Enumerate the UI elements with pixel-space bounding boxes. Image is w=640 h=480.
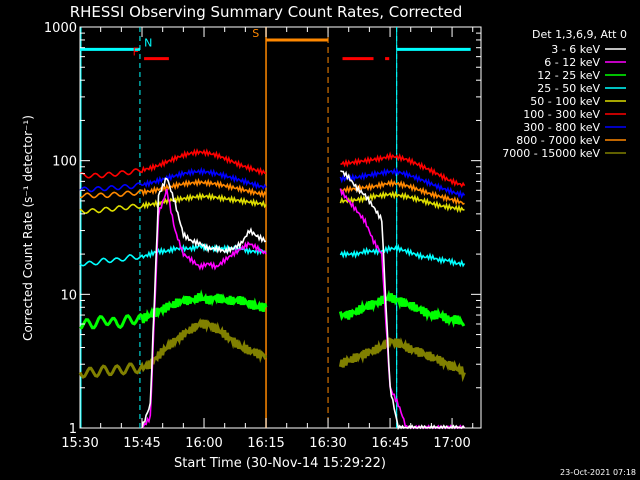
legend-entry-label: 7000 - 15000 keV <box>502 147 600 160</box>
plot-frame <box>79 26 482 429</box>
series-line-0 <box>141 177 267 429</box>
legend-entry-label: 800 - 7000 keV <box>516 134 600 147</box>
y-tick-label: 10 <box>60 288 77 303</box>
x-axis-label: Start Time (30-Nov-14 15:29:22) <box>174 456 386 471</box>
series-line-8 <box>78 317 268 379</box>
series-line-8 <box>338 337 466 383</box>
y-tick-label: 1 <box>69 422 77 437</box>
series-line-6 <box>79 166 267 193</box>
legend-entry-label: 3 - 6 keV <box>551 43 600 56</box>
annotation-label: F <box>133 46 139 59</box>
series-line-1 <box>141 188 267 429</box>
legend-entry-label: 12 - 25 keV <box>537 69 600 82</box>
series-line-1 <box>339 188 466 430</box>
series-layer <box>78 148 466 431</box>
timestamp: 23-Oct-2021 07:18 <box>560 468 636 477</box>
x-tick-label: 17:00 <box>433 436 470 451</box>
legend-header: Det 1,3,6,9, Att 0 <box>532 28 627 41</box>
annotation-layer: NF S <box>80 27 471 428</box>
y-tick-label: 100 <box>52 155 77 170</box>
series-line-5 <box>79 148 267 179</box>
x-tick-label: 16:45 <box>371 436 408 451</box>
x-tick-label: 15:30 <box>61 436 98 451</box>
y-tick-label: 1000 <box>44 21 77 36</box>
y-axis-ticks: 1 10 100 1000 <box>44 21 481 437</box>
legend-entry-label: 300 - 800 keV <box>523 121 600 134</box>
x-tick-label: 15:45 <box>123 436 160 451</box>
legend-entry-label: 100 - 300 keV <box>523 108 600 121</box>
series-line-0 <box>340 170 466 431</box>
series-line-6 <box>339 167 466 200</box>
series-line-3 <box>339 243 466 268</box>
annotation-label: N <box>144 36 152 49</box>
x-tick-label: 16:15 <box>247 436 284 451</box>
y-axis-label: Corrected Count Rate (s⁻¹ detector⁻¹) <box>21 115 35 341</box>
annotation-label: S <box>252 27 259 40</box>
legend-entry-label: 25 - 50 keV <box>537 82 600 95</box>
series-line-2 <box>79 289 268 330</box>
series-line-7 <box>79 177 267 199</box>
series-line-5 <box>340 151 466 188</box>
legend-entry-label: 6 - 12 keV <box>544 56 600 69</box>
series-line-4 <box>339 190 465 214</box>
x-tick-label: 16:30 <box>309 436 346 451</box>
chart-title: RHESSI Observing Summary Count Rates, Co… <box>70 3 463 21</box>
legend-entry-label: 50 - 100 keV <box>530 95 600 108</box>
x-axis-ticks: 15:30 15:45 16:00 16:15 16:30 16:45 17:00 <box>61 27 474 451</box>
series-line-2 <box>338 289 466 328</box>
series-line-4 <box>79 191 267 215</box>
x-tick-label: 16:00 <box>185 436 222 451</box>
